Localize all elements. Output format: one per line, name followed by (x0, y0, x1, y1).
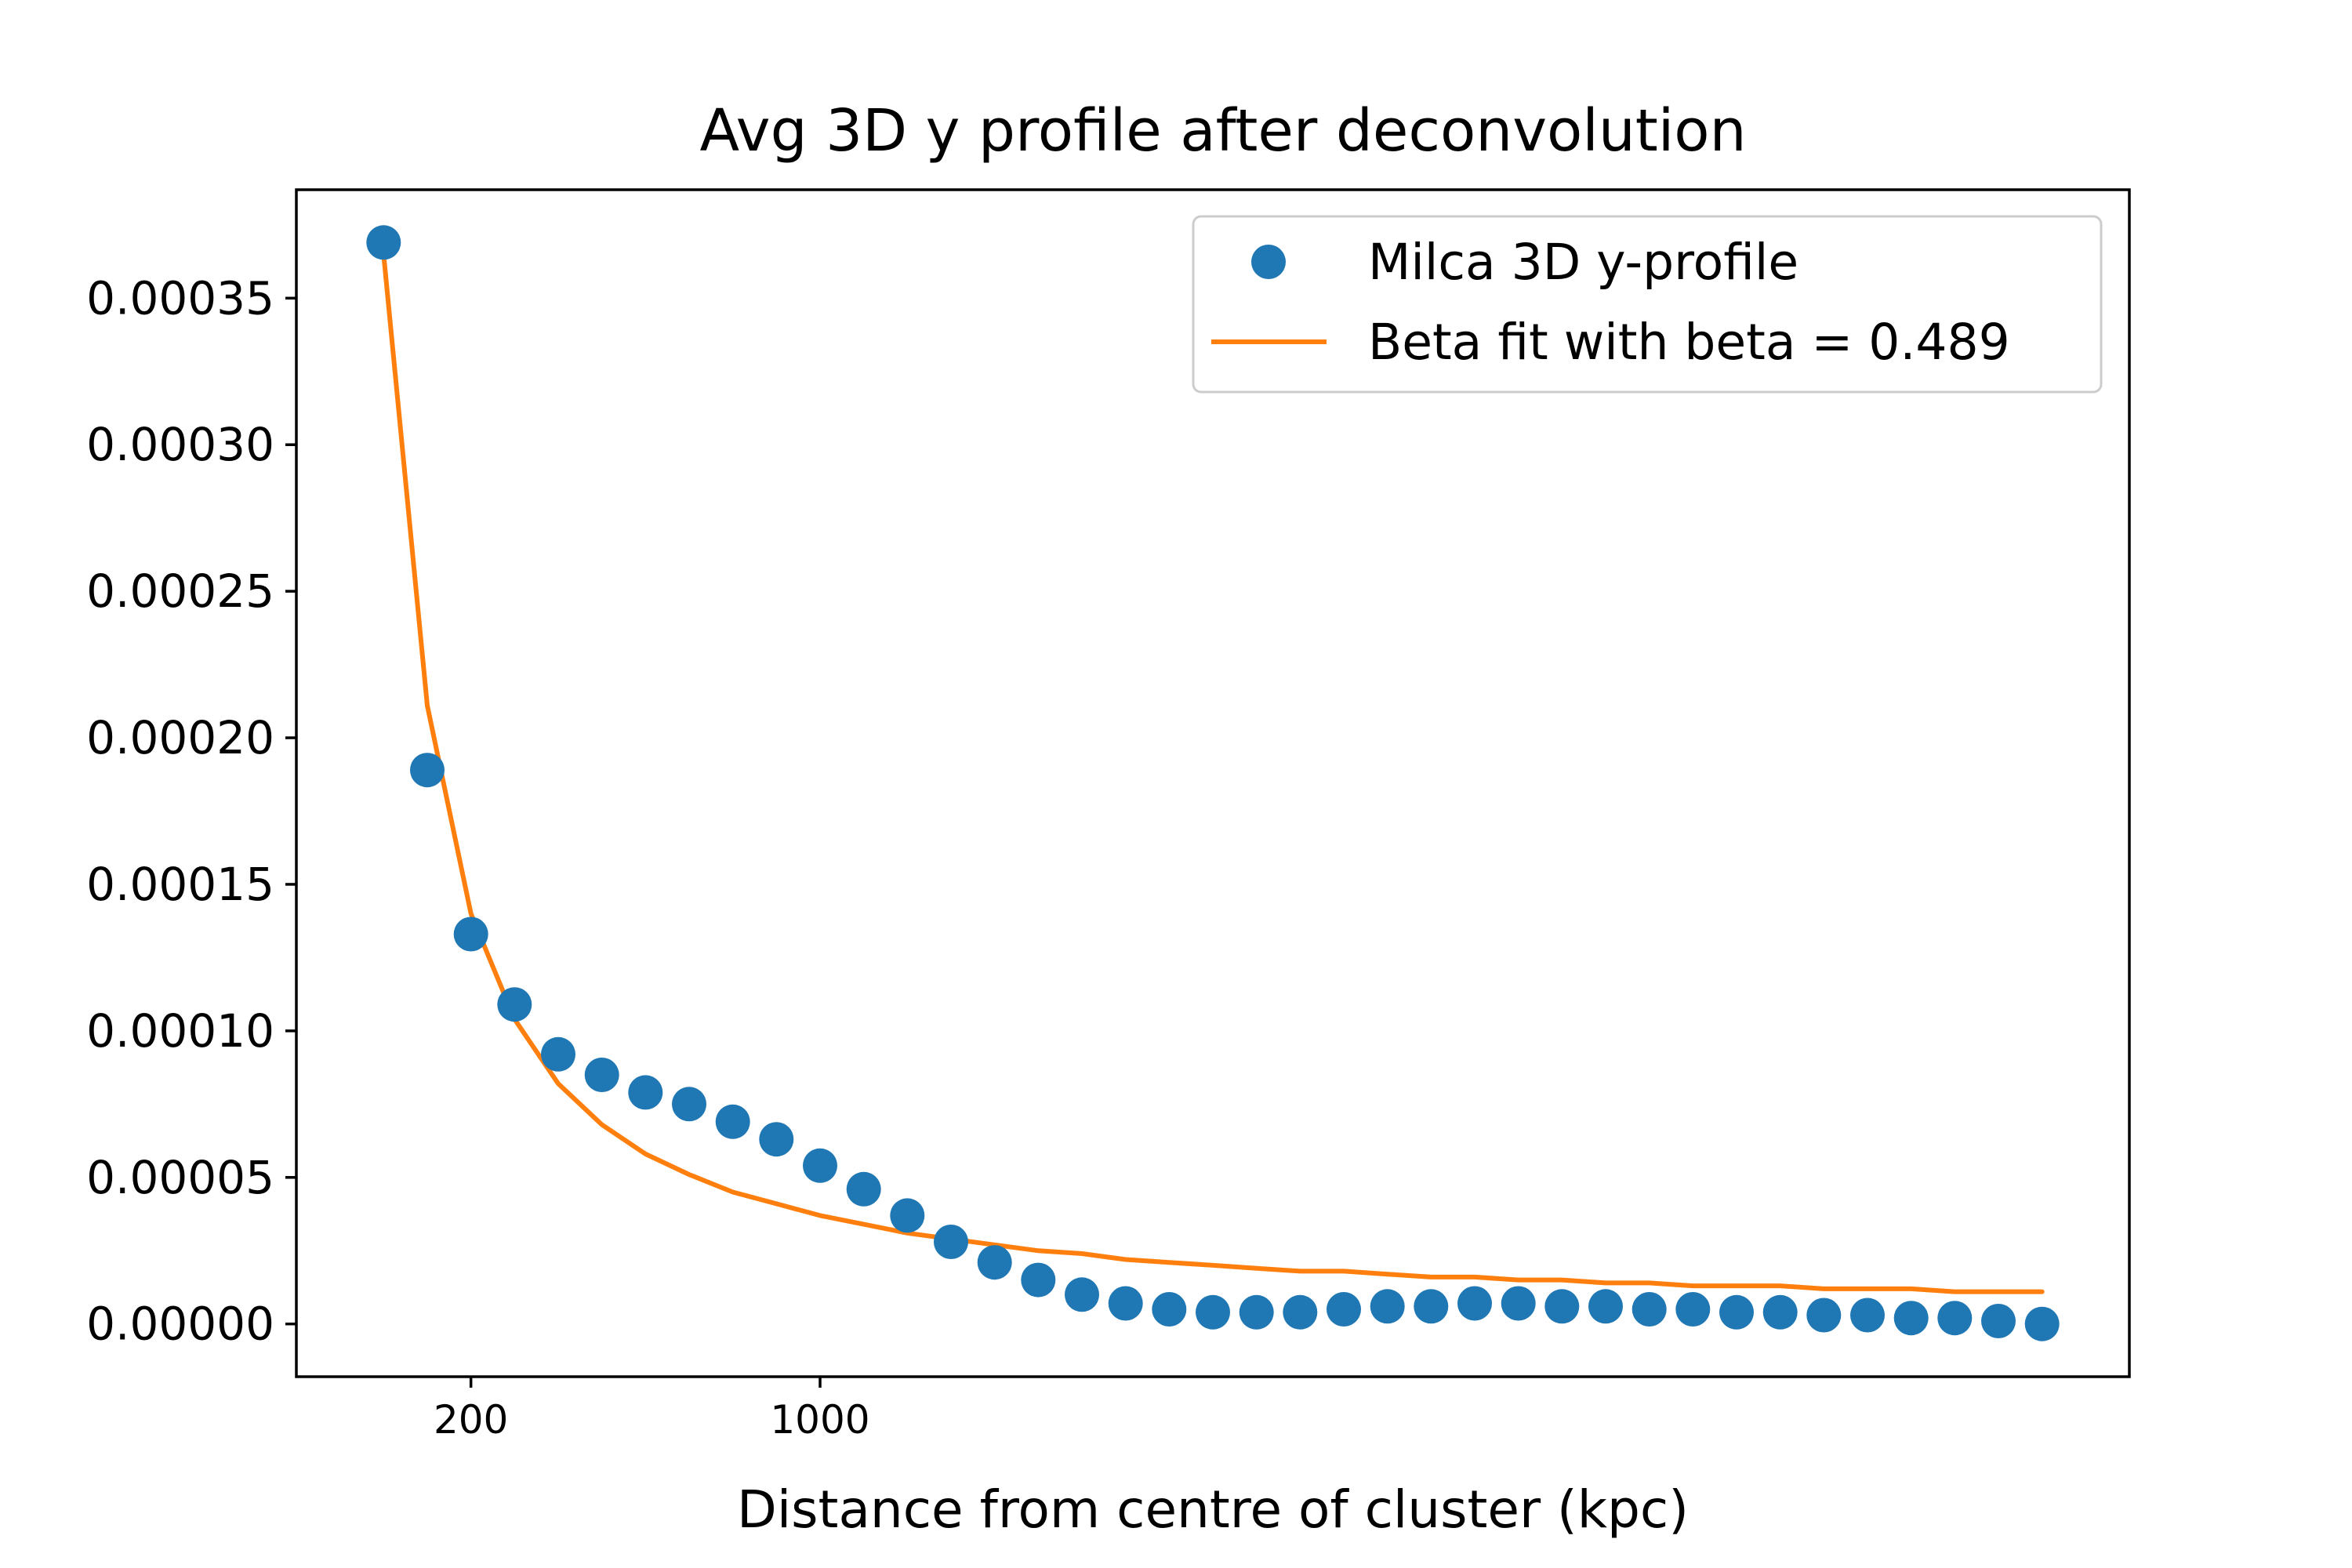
data-point (2024, 1306, 2060, 1341)
data-point (715, 1104, 750, 1139)
data-point (628, 1075, 663, 1110)
data-point (1937, 1301, 1973, 1336)
y-tick-label: 0.00030 (86, 418, 274, 471)
y-tick-label: 0.00000 (86, 1298, 274, 1351)
x-axis: 200 1000 (434, 1377, 870, 1443)
y-tick-label: 0.00005 (86, 1151, 274, 1204)
chart-title: Avg 3D y profile after deconvolution (700, 97, 1747, 165)
data-point (1283, 1294, 1318, 1330)
data-point (1152, 1292, 1187, 1327)
series-line (381, 252, 2045, 1294)
y-tick-label: 0.00025 (86, 564, 274, 618)
data-point (1544, 1289, 1580, 1324)
data-point (366, 225, 401, 260)
data-point (1501, 1286, 1536, 1321)
legend-label-line: Beta fit with beta = 0.489 (1368, 314, 2010, 371)
data-point (1108, 1286, 1143, 1321)
y-tick-label: 0.00010 (86, 1004, 274, 1058)
plot-area (366, 225, 2060, 1341)
y-tick-label: 0.00015 (86, 858, 274, 911)
data-point (1370, 1289, 1405, 1324)
data-point (1719, 1294, 1754, 1330)
data-point (1632, 1292, 1667, 1327)
data-point (1981, 1304, 2016, 1338)
y-tick-label: 0.00020 (86, 711, 274, 764)
data-point (1893, 1301, 1929, 1336)
legend: Milca 3D y-profile Beta fit with beta = … (1192, 215, 2103, 394)
data-point (1675, 1292, 1711, 1327)
data-point (934, 1225, 968, 1259)
data-point (1588, 1289, 1623, 1324)
data-point (977, 1245, 1012, 1280)
data-point (1850, 1298, 1885, 1333)
data-point (410, 753, 445, 788)
data-point (1806, 1298, 1842, 1333)
data-point (890, 1198, 925, 1233)
data-point (453, 916, 488, 952)
x-tick-label: 1000 (770, 1397, 869, 1443)
data-point (846, 1171, 881, 1207)
x-tick-label: 200 (434, 1397, 508, 1443)
data-point (497, 987, 532, 1022)
data-point (672, 1087, 706, 1122)
data-point (1457, 1286, 1492, 1321)
y-tick-label: 0.00035 (86, 271, 274, 325)
legend-marker-scatter (1251, 245, 1286, 279)
data-point (1762, 1294, 1798, 1330)
data-point (803, 1148, 837, 1183)
data-point (1021, 1262, 1056, 1298)
data-point (541, 1036, 575, 1072)
data-point (1239, 1294, 1274, 1330)
legend-label-scatter: Milca 3D y-profile (1368, 234, 1798, 291)
legend-box (1192, 215, 2103, 394)
data-point (1065, 1277, 1099, 1312)
axes-frame (295, 188, 2131, 1378)
data-point (1327, 1292, 1361, 1327)
y-axis: 0.00000 0.00005 0.00010 0.00015 0.00020 0.000… (86, 271, 296, 1351)
data-point (584, 1058, 619, 1092)
x-axis-label: Distance from centre of cluster (kpc) (737, 1479, 1689, 1540)
data-point (1196, 1294, 1230, 1330)
data-point (1414, 1289, 1449, 1324)
data-point (759, 1122, 794, 1157)
